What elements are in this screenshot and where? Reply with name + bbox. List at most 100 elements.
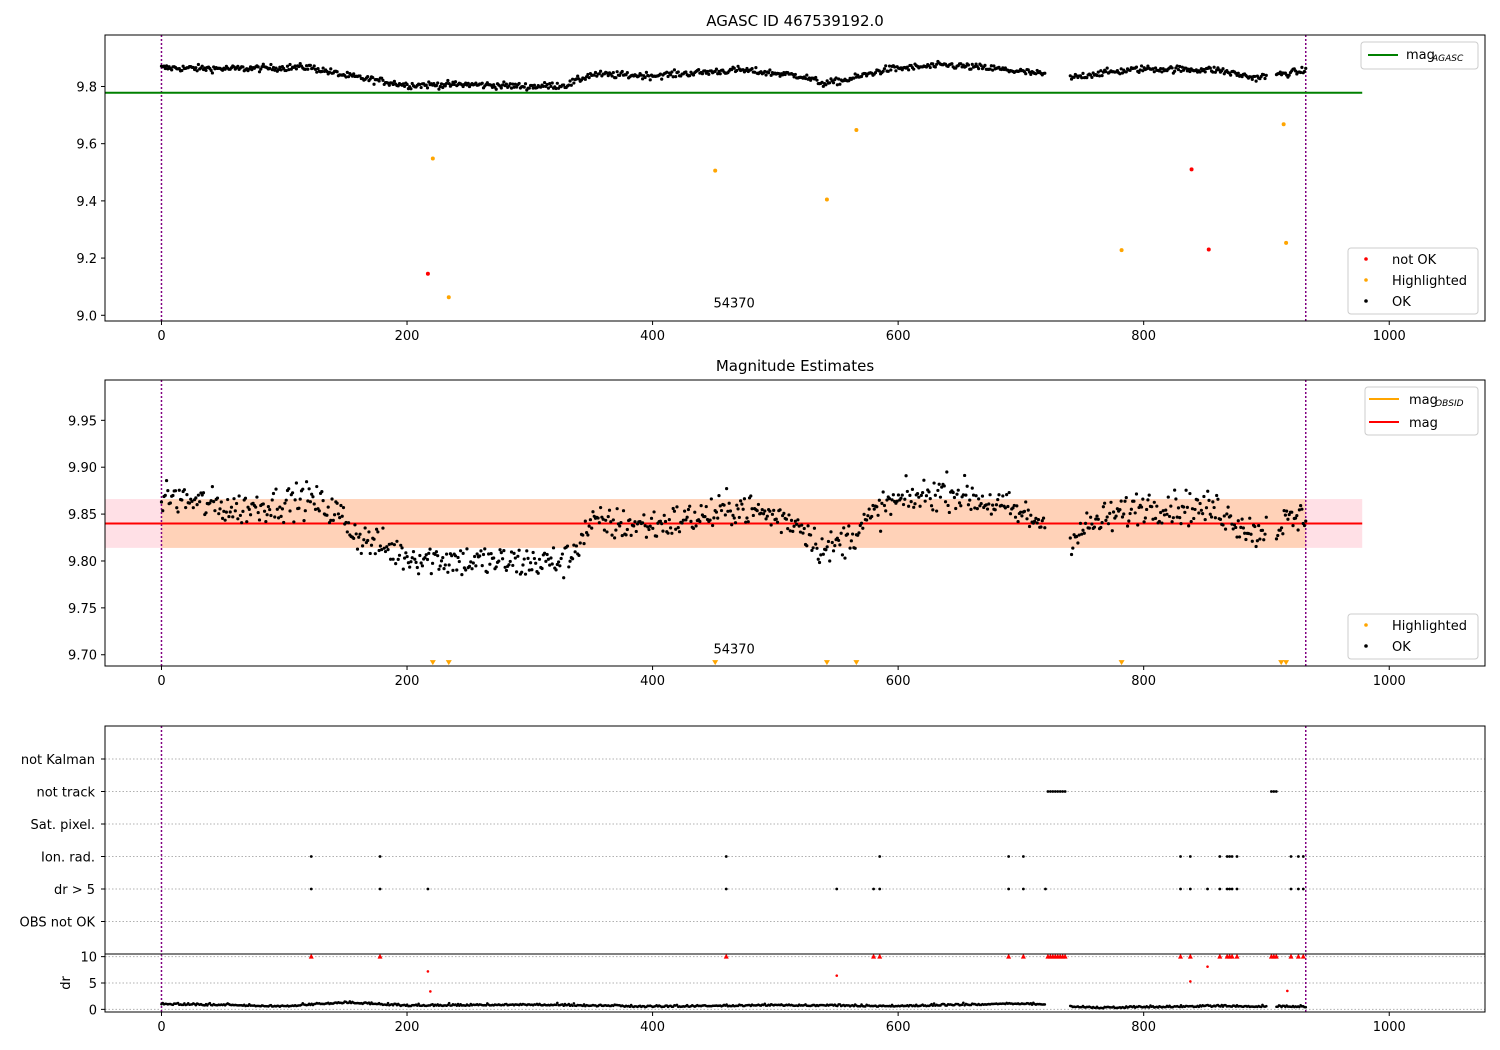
ok-point: [255, 495, 259, 499]
ok-point: [254, 505, 258, 509]
ok-point: [1155, 504, 1159, 508]
flag-point: [378, 855, 382, 858]
ok-point: [587, 524, 591, 528]
ok-point: [567, 83, 571, 87]
ok-point: [317, 509, 321, 513]
ok-point: [542, 80, 547, 85]
ok-point: [821, 552, 825, 556]
ok-point: [1176, 506, 1181, 510]
ok-point: [175, 506, 179, 510]
ok-point: [660, 522, 664, 526]
ok-point: [500, 83, 505, 87]
ok-point: [658, 519, 663, 523]
ok-point: [298, 497, 302, 501]
ok-point: [420, 564, 425, 568]
ok-point: [329, 67, 333, 71]
ok-point: [694, 524, 698, 528]
ok-point: [587, 76, 591, 80]
ok-point: [346, 521, 351, 525]
flag-point: [878, 855, 882, 858]
ok-point: [194, 496, 198, 500]
ok-point: [1178, 64, 1182, 69]
ok-point: [901, 502, 906, 507]
ok-point: [559, 556, 563, 561]
ok-point: [802, 526, 806, 531]
ok-point: [325, 69, 329, 74]
x-tick-label: 1000: [1373, 674, 1406, 689]
ok-point: [1076, 541, 1080, 545]
ok-point: [1005, 493, 1009, 497]
ok-point: [1197, 511, 1201, 515]
ok-point: [1141, 69, 1145, 73]
magnitude-estimates-panel: Magnitude Estimates 54370 0 200 400 600 800 1…: [68, 357, 1486, 689]
ok-point: [1142, 520, 1146, 524]
ok-point: [969, 67, 973, 71]
ok-point: [391, 557, 395, 561]
ok-point: [308, 500, 312, 504]
observation-annotation: 54370: [713, 643, 754, 658]
ok-point: [297, 64, 301, 69]
ok-point: [716, 72, 720, 76]
ok-point: [684, 518, 688, 522]
ok-point: [1106, 522, 1111, 526]
flag-point: [1274, 790, 1278, 793]
ok-point: [796, 518, 800, 522]
highlighted-point: [854, 127, 859, 132]
ok-point: [753, 70, 757, 74]
flag-point: [1021, 855, 1025, 858]
dr-point: [417, 1002, 420, 1006]
ok-point: [470, 567, 474, 571]
ok-point: [1286, 517, 1290, 521]
ok-point: [290, 491, 295, 495]
ok-point: [1201, 512, 1205, 516]
ok-point: [1278, 528, 1282, 532]
ok-point: [585, 531, 589, 535]
ok-point: [859, 521, 864, 525]
flag-point: [1179, 855, 1182, 858]
ok-point: [756, 502, 761, 507]
dr-capped-point: [1229, 953, 1235, 959]
ok-point: [352, 536, 356, 541]
ok-point: [271, 491, 276, 496]
ok-point: [730, 523, 734, 527]
ok-point: [605, 530, 609, 534]
ok-point: [1080, 532, 1084, 536]
ok-point: [746, 520, 750, 524]
ok-point: [942, 484, 946, 488]
ok-point: [907, 504, 911, 508]
ok-point: [1187, 524, 1191, 528]
flag-point: [309, 887, 313, 891]
ok-point: [1204, 506, 1209, 510]
ok-point: [857, 531, 861, 535]
ok-point: [649, 516, 654, 520]
ok-point: [1129, 507, 1133, 511]
ok-point: [862, 512, 866, 516]
ok-point: [1008, 512, 1013, 516]
ok-point: [884, 64, 888, 68]
ok-point: [480, 81, 484, 85]
not-ok-point: [1206, 247, 1211, 252]
ok-point: [817, 560, 822, 565]
ok-point: [680, 521, 684, 525]
ok-point: [578, 541, 582, 545]
dr-point: [572, 1002, 576, 1005]
ok-point: [1020, 514, 1024, 518]
ok-point: [1223, 527, 1228, 531]
ok-point: [812, 526, 817, 530]
dr-point: [571, 1004, 574, 1008]
ok-point: [545, 552, 549, 557]
ok-point: [1249, 75, 1253, 79]
ok-point: [355, 547, 360, 551]
ok-point: [1089, 73, 1093, 77]
ok-point: [378, 544, 383, 548]
flag-point: [724, 887, 728, 891]
ok-point: [611, 518, 615, 522]
ok-point: [1175, 64, 1179, 68]
ok-point: [933, 65, 937, 69]
ok-point: [900, 493, 904, 497]
ok-point: [204, 68, 208, 73]
ok-point: [467, 564, 472, 568]
ok-point: [385, 545, 389, 549]
ok-point: [550, 81, 554, 85]
ok-point: [1033, 519, 1037, 523]
